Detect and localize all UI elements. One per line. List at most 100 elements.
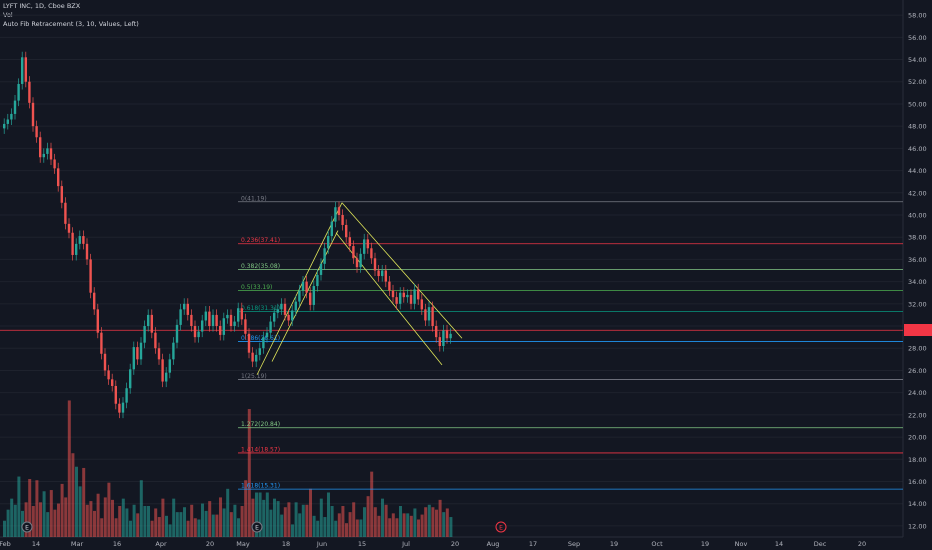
candle-body xyxy=(244,319,247,334)
volume-bar xyxy=(341,506,345,537)
candle-body xyxy=(442,330,445,347)
volume-bar xyxy=(17,476,21,537)
volume-bar xyxy=(154,508,158,537)
y-tick-label: 46.00 xyxy=(908,145,927,153)
volume-bar xyxy=(114,518,118,537)
candle-body xyxy=(334,207,337,222)
volume-bar xyxy=(10,498,14,537)
candle-body xyxy=(323,248,326,264)
candle-body xyxy=(154,332,157,349)
candle-body xyxy=(150,314,153,333)
x-tick-label: 18 xyxy=(282,540,290,548)
grid xyxy=(0,0,904,538)
candle-body xyxy=(157,348,161,360)
volume-bar xyxy=(136,513,140,537)
candle-body xyxy=(258,348,261,355)
y-tick-label: 32.00 xyxy=(908,300,927,308)
volume-bar xyxy=(402,513,406,537)
symbol-title[interactable]: LYFT INC, 1D, Cboe BZX xyxy=(3,2,81,10)
candle-body xyxy=(147,314,150,327)
candle-body xyxy=(60,186,63,203)
volume-bar xyxy=(143,506,147,537)
candle-body xyxy=(406,294,409,298)
volume-bar xyxy=(420,514,424,537)
candle-body xyxy=(6,119,9,124)
candle-body xyxy=(370,248,373,259)
candle-body xyxy=(78,236,81,244)
y-tick-label: 16.00 xyxy=(908,478,927,486)
volume-bar xyxy=(201,503,204,537)
volume-bar xyxy=(132,504,136,537)
candle-body xyxy=(219,326,222,335)
volume-bar xyxy=(413,508,417,537)
volume-bar xyxy=(42,491,46,537)
volume-bar xyxy=(172,498,176,537)
y-tick-label: 54.00 xyxy=(908,56,927,64)
candle-body xyxy=(93,292,96,310)
candle-body xyxy=(64,202,67,224)
y-tick-label: 40.00 xyxy=(908,211,927,219)
candle-body xyxy=(413,289,416,304)
volume-bar xyxy=(100,518,104,537)
volume-bar xyxy=(373,507,377,537)
candle-body xyxy=(67,223,71,233)
candle-body xyxy=(71,232,74,255)
volume-bar xyxy=(363,507,366,537)
x-tick-label: 14 xyxy=(32,540,40,548)
earnings-marker xyxy=(251,521,263,533)
volume-bar xyxy=(24,502,28,537)
volume-bar xyxy=(388,518,392,537)
candle-body xyxy=(201,320,204,332)
volume-bar xyxy=(215,514,219,537)
candle-body xyxy=(330,221,333,237)
candle-body xyxy=(247,333,251,353)
candle-body xyxy=(366,239,369,249)
volume-bar xyxy=(85,504,89,537)
volume-bar xyxy=(395,518,399,537)
y-tick-label: 42.00 xyxy=(908,189,927,197)
candle-body xyxy=(319,263,323,275)
x-tick-label: Mar xyxy=(71,540,84,548)
volume-bar xyxy=(165,515,168,537)
volume-bar xyxy=(190,504,194,537)
y-tick-label: 34.00 xyxy=(908,278,927,286)
fib-level-label: 0.236(37.41) xyxy=(241,237,280,244)
candle-body xyxy=(327,236,330,249)
candle-body xyxy=(114,385,117,404)
fib-level-label: 1(25.19) xyxy=(241,373,267,380)
candle-body xyxy=(388,281,391,291)
candle-body xyxy=(89,259,92,293)
volume-bar xyxy=(391,513,395,537)
candle-body xyxy=(276,309,279,313)
volume-bar xyxy=(64,497,68,537)
candle-body xyxy=(172,342,175,360)
candle-body xyxy=(298,290,301,302)
volume-bar xyxy=(417,519,420,537)
candle-body xyxy=(449,333,452,339)
channel-line xyxy=(341,202,463,339)
candle-body xyxy=(190,314,193,327)
candle-body xyxy=(82,236,85,244)
volume-bar xyxy=(269,509,273,537)
volume-bar xyxy=(258,492,262,537)
volume-bar xyxy=(211,514,215,537)
fib-level-label: 1.618(15.31) xyxy=(241,483,280,490)
earnings-marker-label: E xyxy=(499,525,503,532)
fib-level-label: 0.5(33.19) xyxy=(241,284,272,291)
volume-bar xyxy=(197,519,201,537)
candle-body xyxy=(229,314,233,327)
volume-bar xyxy=(442,512,446,537)
candle-body xyxy=(377,270,380,277)
candle-body xyxy=(165,372,168,382)
volume-bar xyxy=(251,498,255,537)
x-tick-label: 19 xyxy=(610,540,618,548)
candle-body xyxy=(193,326,197,338)
y-tick-label: 36.00 xyxy=(908,256,927,264)
fib-level-label: 0.786(28.61) xyxy=(241,335,280,342)
x-tick-label: Jun xyxy=(316,540,327,548)
fib-indicator-legend[interactable]: Auto Fib Retracement (3, 10, Values, Lef… xyxy=(3,20,139,28)
candle-body xyxy=(121,402,125,413)
volume-bar xyxy=(28,479,32,537)
candle-body xyxy=(85,243,89,260)
